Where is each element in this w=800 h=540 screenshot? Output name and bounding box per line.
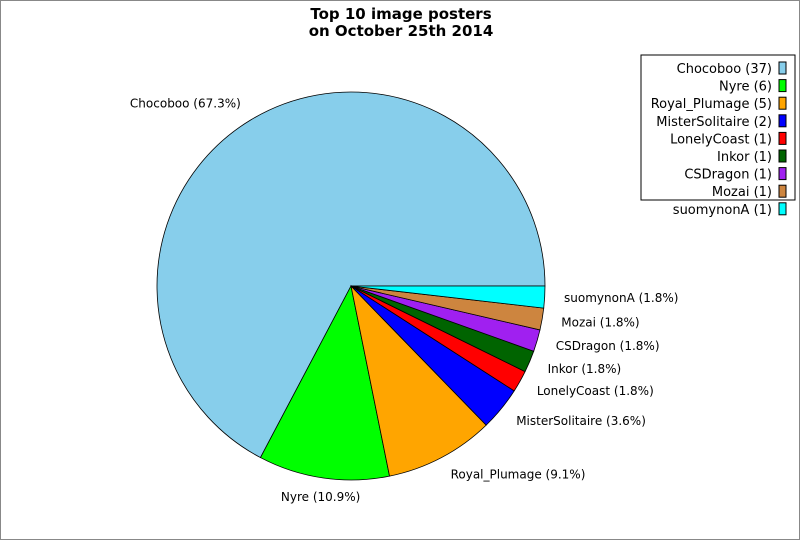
legend-swatch-Chocoboo [778, 61, 787, 75]
pie-slice-suomynonA [350, 285, 546, 309]
legend-swatch-Mozai [778, 184, 787, 198]
legend-label-LonelyCoast: LonelyCoast (1) [670, 132, 772, 147]
pie-slice-Royal_Plumage [350, 284, 487, 477]
slice-label-Nyre: Nyre (10.9%) [281, 490, 360, 504]
slice-label-Mozai: Mozai (1.8%) [561, 315, 639, 329]
legend-swatch-Nyre [778, 79, 787, 93]
chart-title-line-1: Top 10 image posters [310, 5, 491, 23]
legend-swatch-Inkor [778, 149, 787, 163]
legend-swatch-LonelyCoast [778, 131, 787, 145]
slice-label-Royal_Plumage: Royal_Plumage (9.1%) [451, 468, 586, 482]
pie-slice-Chocoboo [156, 91, 546, 459]
chart-title-line-2: on October 25th 2014 [309, 22, 494, 40]
legend-label-suomynonA: suomynonA (1) [673, 203, 772, 218]
legend-swatch-MisterSolitaire [778, 114, 787, 128]
slice-label-LonelyCoast: LonelyCoast (1.8%) [537, 384, 654, 398]
legend-label-Mozai: Mozai (1) [712, 185, 772, 200]
legend-label-Inkor: Inkor (1) [717, 150, 772, 165]
pie-slice-Nyre [259, 284, 390, 481]
slice-label-Inkor: Inkor (1.8%) [548, 362, 622, 376]
slice-label-suomynonA: suomynonA (1.8%) [564, 291, 678, 305]
legend-label-Royal_Plumage: Royal_Plumage (5) [651, 97, 772, 112]
legend-label-MisterSolitaire: MisterSolitaire (2) [656, 115, 772, 130]
slice-label-CSDragon: CSDragon (1.8%) [556, 339, 660, 353]
slice-label-Chocoboo: Chocoboo (67.3%) [130, 96, 241, 110]
legend-swatch-CSDragon [778, 167, 787, 181]
slice-label-MisterSolitaire: MisterSolitaire (3.6%) [516, 414, 646, 428]
legend-label-CSDragon: CSDragon (1) [684, 168, 772, 183]
legend-swatch-suomynonA [778, 202, 787, 216]
legend-box [640, 54, 796, 201]
legend: Chocoboo (37) Nyre (6) Royal_Plumage (5) Mi… [640, 54, 796, 218]
legend-swatch-Royal_Plumage [778, 96, 787, 110]
legend-label-Chocoboo: Chocoboo (37) [677, 62, 772, 77]
legend-label-Nyre: Nyre (6) [719, 80, 772, 95]
